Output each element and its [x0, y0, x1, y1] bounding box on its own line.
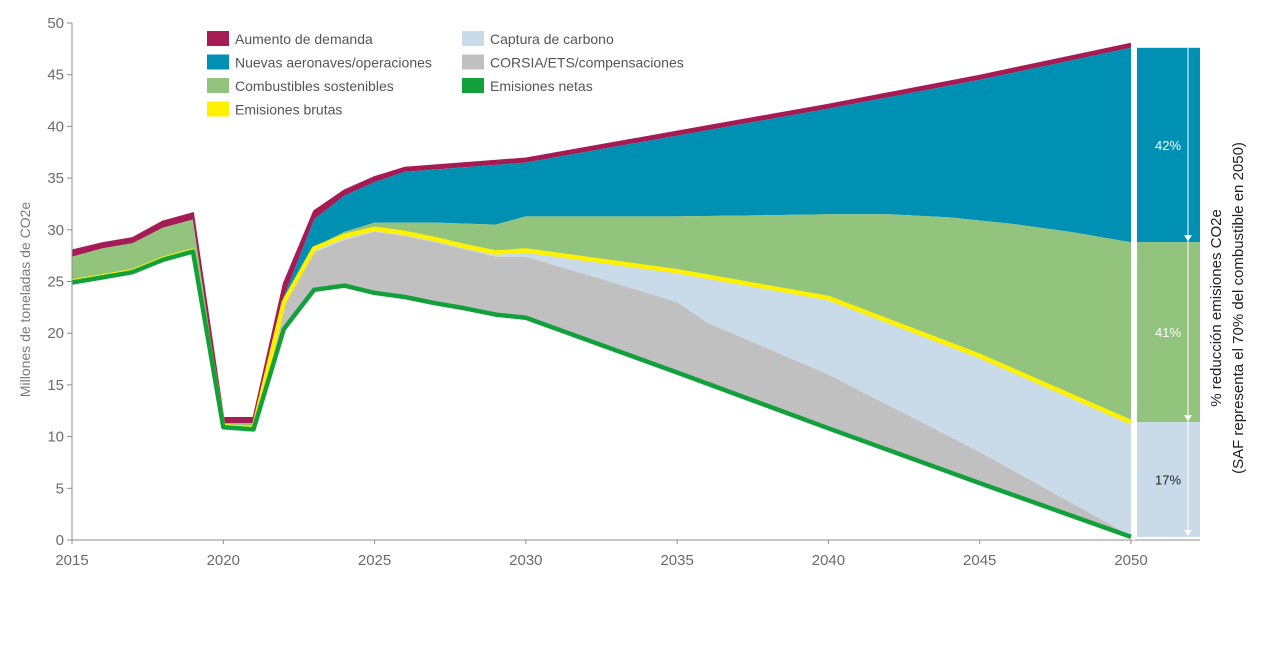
- line-net-emissions: [71, 249, 1132, 540]
- legend-label-demand: Aumento de demanda: [235, 31, 373, 47]
- legend-label-ccs: Captura de carbono: [490, 31, 614, 47]
- x-axis: 2015 2020 2025 2030 2035 2040 2045 2050: [55, 539, 1200, 569]
- legend-swatch-net: [462, 78, 484, 93]
- reduction-side-label-line1: % reducción emisiones CO2e: [1208, 209, 1225, 407]
- reduction-arrowhead: [1184, 235, 1192, 242]
- y-tick-label: 35: [47, 170, 64, 187]
- legend-label-net: Emisiones netas: [490, 78, 593, 94]
- line-total: [71, 42, 1132, 419]
- legend-swatch-ccs: [462, 31, 484, 46]
- plot-areas: [72, 43, 1131, 537]
- x-tick-label: 2015: [55, 552, 88, 569]
- y-tick-label: 10: [47, 429, 64, 446]
- area-saf: [72, 214, 1131, 429]
- y-tick-label: 45: [47, 67, 64, 84]
- reduction-segment-0: [1137, 47, 1200, 243]
- y-tick-label: 5: [56, 480, 64, 497]
- y-axis-label: Millones de toneladas de CO2e: [17, 202, 33, 398]
- legend-swatch-saf: [207, 78, 229, 93]
- reduction-segment-2: [1137, 422, 1200, 537]
- reduction-bar: 42% 41% 17%: [1132, 44, 1200, 540]
- y-tick-label: 25: [47, 274, 64, 291]
- reduction-percent-label: 41%: [1155, 325, 1181, 340]
- x-tick-label: 2025: [358, 552, 391, 569]
- legend-swatch-demand: [207, 31, 229, 46]
- legend-label-corsia: CORSIA/ETS/compensaciones: [490, 55, 684, 71]
- legend-swatch-gross: [207, 101, 229, 117]
- x-tick-label: 2035: [660, 552, 693, 569]
- area-corsia: [72, 231, 1131, 537]
- y-tick-label: 0: [56, 532, 64, 549]
- plot-lines: [71, 42, 1132, 540]
- reduction-side-label-line2: (SAF representa el 70% del combustible e…: [1230, 142, 1247, 474]
- reduction-percent-label: 17%: [1155, 473, 1181, 488]
- legend: Aumento de demanda Nuevas aeronaves/opera…: [207, 31, 684, 118]
- legend-label-saf: Combustibles sostenibles: [235, 78, 394, 94]
- reduction-percent-label: 42%: [1155, 138, 1181, 153]
- reduction-segment-1: [1137, 242, 1200, 423]
- y-tick-label: 40: [47, 118, 64, 135]
- reduction-arrowhead: [1184, 415, 1192, 422]
- y-axis: 0 5 10 15 20 25 30 35 40 45 50: [47, 15, 73, 549]
- legend-label-aircraft: Nuevas aeronaves/operaciones: [235, 55, 432, 71]
- y-tick-label: 50: [47, 15, 64, 32]
- x-tick-label: 2020: [207, 552, 240, 569]
- x-tick-label: 2045: [963, 552, 996, 569]
- area-aircraft: [72, 47, 1131, 424]
- x-tick-label: 2050: [1114, 552, 1147, 569]
- y-tick-label: 20: [47, 325, 64, 342]
- x-tick-label: 2030: [509, 552, 542, 569]
- x-tick-label: 2040: [812, 552, 845, 569]
- reduction-arrowhead: [1184, 529, 1192, 536]
- legend-label-gross: Emisiones brutas: [235, 102, 342, 118]
- y-tick-label: 30: [47, 222, 64, 239]
- area-ccs: [72, 228, 1131, 536]
- legend-swatch-corsia: [462, 54, 484, 70]
- legend-swatch-aircraft: [207, 54, 229, 70]
- y-tick-label: 15: [47, 377, 64, 394]
